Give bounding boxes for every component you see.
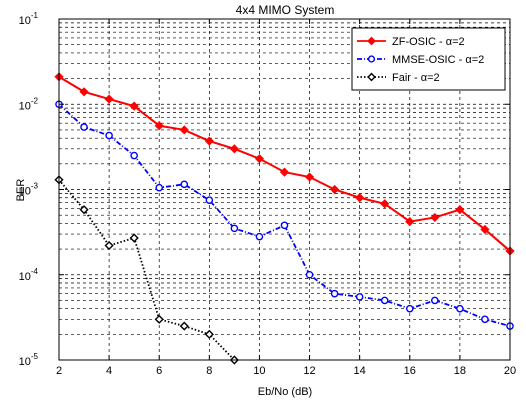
data-point	[455, 205, 465, 215]
y-tick-label: 10-5	[19, 352, 39, 368]
x-tick-label: 8	[206, 365, 212, 377]
x-tick-label: 4	[106, 365, 112, 377]
legend-label: Fair - α=2	[392, 72, 440, 84]
x-tick-label: 6	[156, 365, 162, 377]
y-axis-label: BER	[15, 179, 27, 202]
data-point	[104, 240, 114, 251]
x-tick-label: 20	[504, 365, 516, 377]
data-point	[280, 221, 289, 230]
data-point	[179, 125, 189, 135]
data-point	[255, 232, 264, 241]
axis-ticks: 2 4 6 8 10 12 14 16 18 20 10-1 10-2 10-3 10-4 10-5	[19, 11, 517, 377]
y-tick-label: 10-1	[19, 11, 39, 27]
chart-title: 4x4 MIMO System	[236, 3, 335, 17]
data-point	[355, 193, 365, 203]
data-point	[154, 314, 164, 324]
legend-marker	[367, 36, 376, 46]
legend: ZF-OSIC - α=2 MMSE-OSIC - α=2 Fair - α=2	[351, 27, 506, 91]
data-point	[481, 315, 489, 324]
y-tick-label: 10-4	[19, 267, 39, 283]
data-point	[305, 270, 314, 279]
data-point	[430, 212, 440, 223]
data-point	[254, 154, 265, 164]
series-line	[58, 179, 236, 361]
data-point	[405, 217, 415, 227]
legend-marker	[367, 55, 376, 63]
data-point	[204, 136, 214, 146]
series-layer	[54, 72, 515, 365]
data-point	[104, 94, 114, 104]
x-tick-label: 10	[253, 365, 265, 377]
data-point	[79, 87, 89, 97]
legend-label: MMSE-OSIC - α=2	[392, 54, 484, 66]
data-point	[105, 131, 113, 140]
data-point	[179, 321, 189, 331]
x-tick-label: 16	[404, 365, 416, 377]
data-point	[80, 123, 88, 131]
legend-marker	[367, 72, 376, 82]
data-point	[304, 172, 315, 182]
y-tick-label: 10-2	[19, 96, 39, 112]
data-point	[380, 199, 390, 209]
data-point	[154, 121, 164, 131]
x-tick-label: 18	[454, 365, 466, 377]
y-tick-label: 10-3	[19, 182, 39, 198]
x-tick-label: 14	[354, 365, 366, 377]
data-point	[130, 151, 138, 160]
data-point	[330, 289, 339, 298]
data-point	[380, 296, 389, 305]
data-point	[229, 144, 239, 154]
series-group	[54, 72, 515, 256]
data-point	[330, 184, 340, 195]
data-point	[155, 183, 164, 192]
data-point	[204, 329, 214, 339]
data-point	[205, 196, 214, 204]
data-point	[230, 224, 239, 233]
data-point	[431, 296, 439, 305]
data-point	[129, 101, 139, 111]
data-point	[456, 304, 464, 313]
legend-box	[351, 27, 506, 91]
data-point	[405, 304, 414, 313]
data-point	[480, 224, 490, 235]
legend-label: ZF-OSIC - α=2	[392, 36, 465, 48]
data-point	[279, 167, 290, 177]
data-point	[180, 180, 189, 189]
data-point	[129, 233, 139, 243]
data-point	[79, 205, 89, 215]
x-tick-label: 12	[303, 365, 315, 377]
x-axis-label: Eb/No (dB)	[258, 386, 312, 398]
data-point	[355, 293, 364, 301]
x-tick-label: 2	[56, 365, 62, 377]
